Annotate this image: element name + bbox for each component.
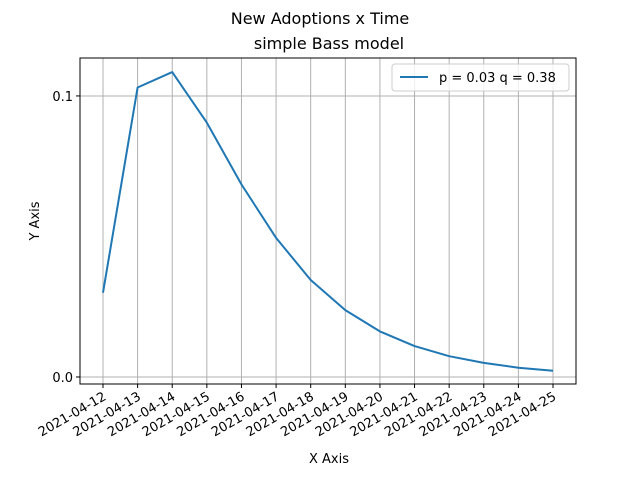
grid xyxy=(80,58,576,384)
y-axis-label: Y Axis xyxy=(28,201,43,241)
legend: p = 0.03 q = 0.38 xyxy=(391,63,570,92)
series-lines xyxy=(102,71,554,372)
y-axis-ticks: 0.0 0.1 xyxy=(52,90,80,386)
chart-subtitle: simple Bass model xyxy=(254,34,404,53)
legend-label: p = 0.03 q = 0.38 xyxy=(439,71,556,86)
legend-box xyxy=(391,63,570,92)
y-tick-label: 0.1 xyxy=(52,90,73,105)
series-line xyxy=(102,71,554,372)
y-tick-label: 0.0 xyxy=(52,371,73,386)
chart-title: New Adoptions x Time xyxy=(231,9,410,28)
x-axis-label: X Axis xyxy=(309,452,349,467)
plot-frame xyxy=(79,57,577,385)
